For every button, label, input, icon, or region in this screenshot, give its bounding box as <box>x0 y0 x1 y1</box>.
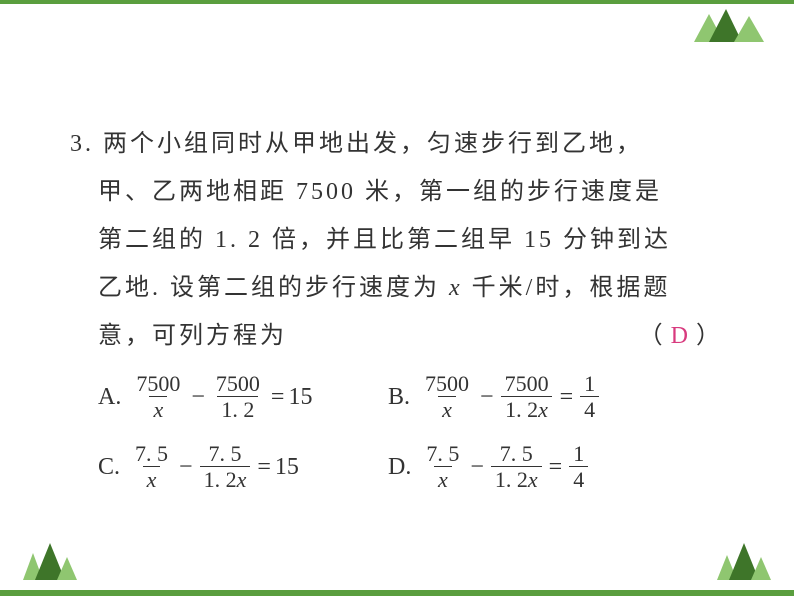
bottom-left-trees-decoration <box>15 535 85 590</box>
question-line4-part2: 千米/时，根据题 <box>463 275 671 301</box>
answer-letter: D <box>667 323 696 349</box>
equals-icon: = <box>271 384 285 411</box>
minus-icon: − <box>179 454 193 481</box>
option-b-frac1: 7500 x <box>421 372 473 424</box>
question-line2: 甲、乙两地相距 7500 米，第一组的步行速度是 <box>70 168 724 216</box>
option-a-result: 15 <box>288 384 312 411</box>
question-line4-part1: 乙地. 设第二组的步行速度为 <box>98 275 449 301</box>
option-b: B. 7500 x − 7500 1. 2x = 1 4 <box>388 372 602 424</box>
question-line5: 意，可列方程为 <box>98 312 639 360</box>
option-b-label: B. <box>388 384 410 411</box>
option-a-frac2: 7500 1. 2 <box>212 372 264 424</box>
option-d-frac2: 7. 5 1. 2x <box>491 442 542 494</box>
options-container: A. 7500 x − 7500 1. 2 = 15 B. 7500 x <box>70 372 724 493</box>
option-d-frac3: 1 4 <box>569 442 588 494</box>
option-c: C. 7. 5 x − 7. 5 1. 2x = 15 <box>98 442 388 494</box>
minus-icon: − <box>470 454 484 481</box>
equals-icon: = <box>549 454 563 481</box>
minus-icon: − <box>480 384 494 411</box>
option-d-frac1: 7. 5 x <box>422 442 463 494</box>
bottom-right-trees-decoration <box>709 535 779 590</box>
option-b-frac3: 1 4 <box>580 372 599 424</box>
option-c-frac2: 7. 5 1. 2x <box>200 442 251 494</box>
question-text: 3. 两个小组同时从甲地出发，匀速步行到乙地， 甲、乙两地相距 7500 米，第… <box>70 120 724 360</box>
option-row-1: A. 7500 x − 7500 1. 2 = 15 B. 7500 x <box>98 372 724 424</box>
answer-parenthesis: （D） <box>639 312 724 360</box>
question-line3: 第二组的 1. 2 倍，并且比第二组早 15 分钟到达 <box>70 216 724 264</box>
minus-icon: − <box>191 384 205 411</box>
option-c-frac1: 7. 5 x <box>131 442 172 494</box>
option-a-label: A. <box>98 384 121 411</box>
option-d: D. 7. 5 x − 7. 5 1. 2x = 1 4 <box>388 442 591 494</box>
question-content: 3. 两个小组同时从甲地出发，匀速步行到乙地， 甲、乙两地相距 7500 米，第… <box>70 120 724 511</box>
question-number: 3. <box>70 131 94 157</box>
equals-icon: = <box>560 384 574 411</box>
equals-icon: = <box>257 454 271 481</box>
top-triangles-decoration <box>684 4 774 49</box>
option-d-label: D. <box>388 454 411 481</box>
top-border <box>0 0 794 4</box>
question-line1: 两个小组同时从甲地出发，匀速步行到乙地， <box>103 131 643 157</box>
option-row-2: C. 7. 5 x − 7. 5 1. 2x = 15 D. 7. 5 x <box>98 442 724 494</box>
question-variable-x: x <box>449 275 463 301</box>
option-c-label: C. <box>98 454 120 481</box>
option-c-result: 15 <box>275 454 299 481</box>
bottom-border <box>0 590 794 596</box>
option-a: A. 7500 x − 7500 1. 2 = 15 <box>98 372 388 424</box>
option-a-frac1: 7500 x <box>132 372 184 424</box>
option-b-frac2: 7500 1. 2x <box>501 372 553 424</box>
